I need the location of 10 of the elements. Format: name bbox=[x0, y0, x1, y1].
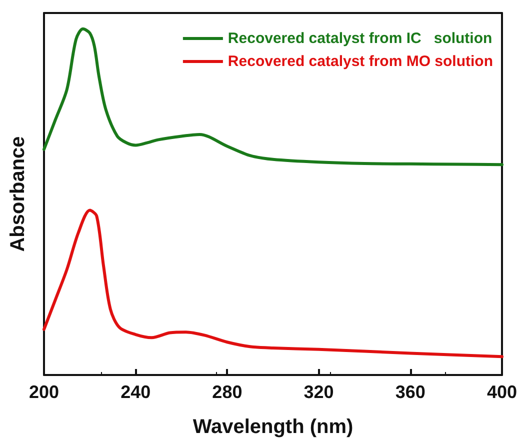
x-tick-label: 360 bbox=[395, 382, 426, 402]
x-tick-label: 400 bbox=[486, 382, 518, 402]
x-tick-label: 320 bbox=[304, 382, 334, 402]
legend-label: Recovered catalyst from MO solution bbox=[228, 53, 494, 70]
x-axis-title: Wavelength (nm) bbox=[192, 416, 354, 438]
legend-label: Recovered catalyst from IC solution bbox=[228, 30, 492, 47]
y-axis-title: Absorbance bbox=[7, 136, 29, 252]
x-tick-label: 240 bbox=[120, 382, 151, 402]
x-tick-label: 200 bbox=[28, 382, 60, 402]
x-tick-label: 280 bbox=[212, 382, 242, 402]
